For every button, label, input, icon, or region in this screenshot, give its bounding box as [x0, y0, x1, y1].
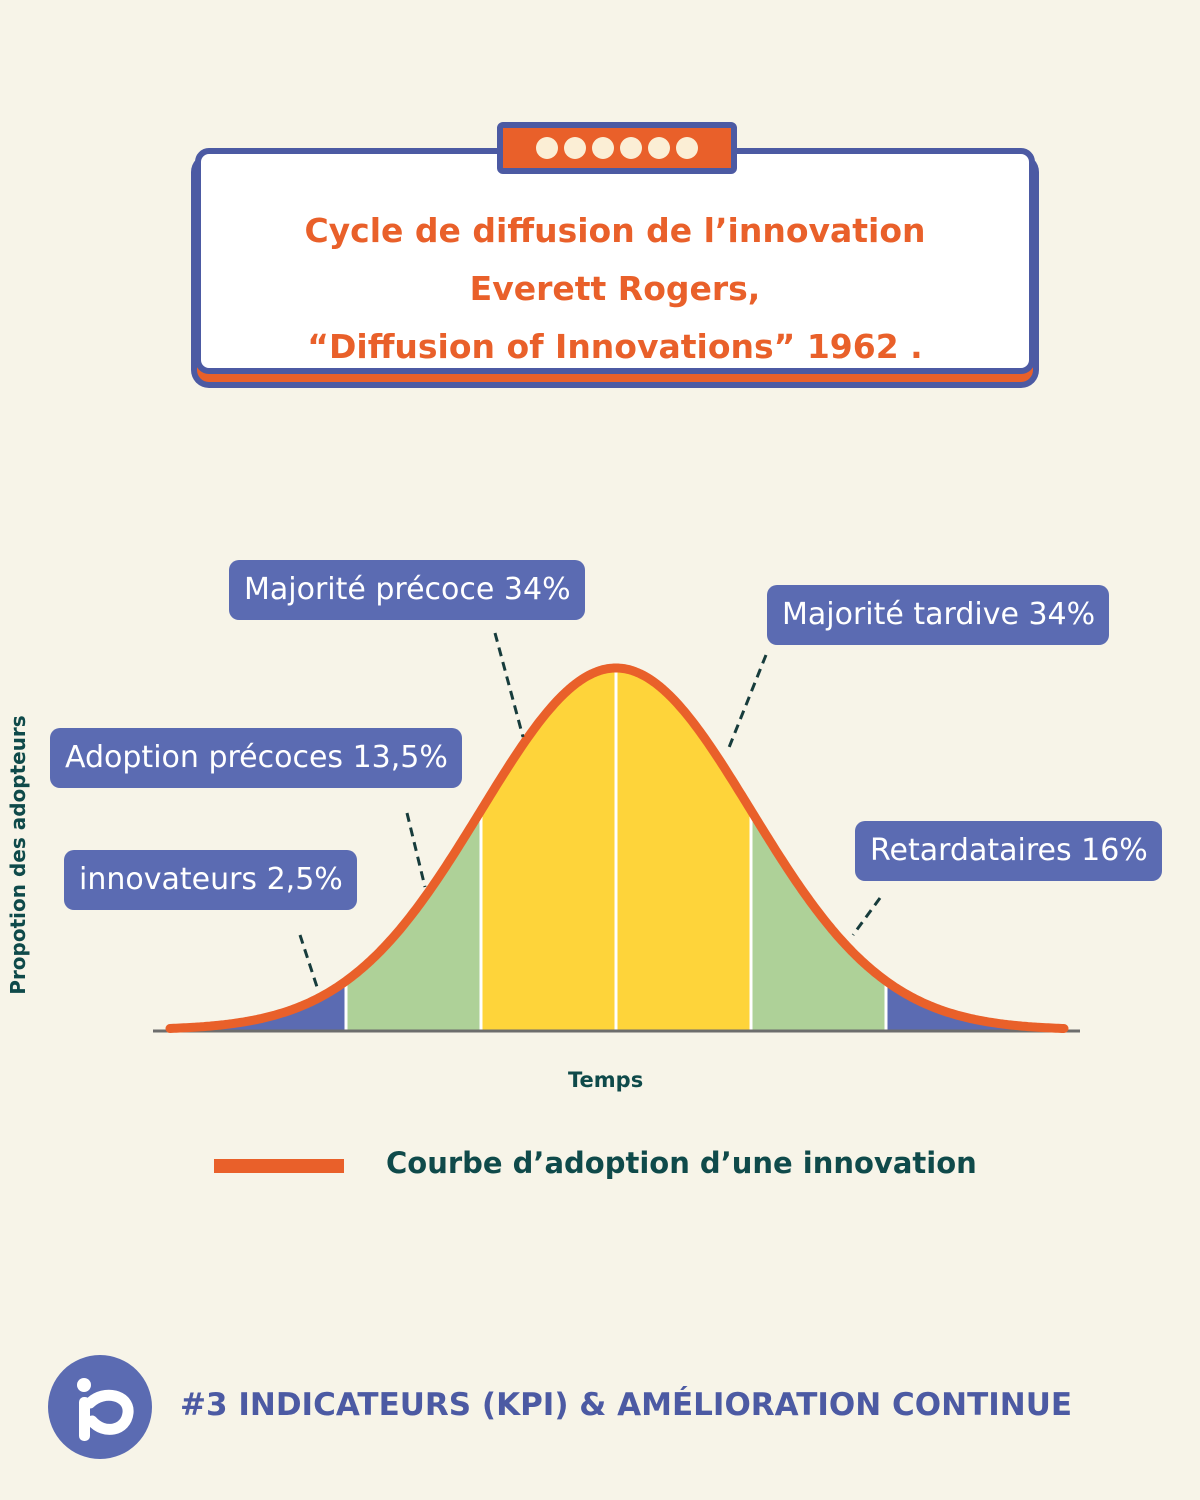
y-axis-label: Propotion des adopteurs [6, 715, 30, 995]
curve-segment-5 [886, 981, 1020, 1030]
label-innovators: innovateurs 2,5% [64, 850, 357, 910]
title-line-1: Cycle de diffusion de l’innovation [304, 211, 926, 250]
dot-icon [676, 137, 698, 159]
dot-icon [592, 137, 614, 159]
legend-label: Courbe d’adoption d’une innovation [386, 1146, 977, 1180]
adoption-curve-line [165, 663, 1069, 1033]
title-card: Cycle de diffusion de l’innovation Evere… [195, 148, 1035, 374]
curve-segment-2 [481, 668, 616, 1030]
dot-icon [564, 137, 586, 159]
leader-line-3 [726, 654, 768, 751]
leader-line-1 [405, 812, 427, 888]
x-axis-label: Temps [568, 1068, 644, 1092]
footer-title: #3 INDICATEURS (KPI) & AMÉLIORATION CONT… [180, 1387, 1073, 1423]
label-early-adopters: Adoption précoces 13,5% [50, 728, 462, 788]
curve-segment-3 [616, 668, 751, 1030]
label-laggards: Retardataires 16% [855, 821, 1162, 881]
leader-line-2 [493, 632, 525, 738]
dot-icon [620, 137, 642, 159]
ip-logo-icon [48, 1355, 152, 1459]
dot-icon [648, 137, 670, 159]
title-line-3: “Diffusion of Innovations” 1962 . [307, 327, 923, 366]
label-late-majority: Majorité tardive 34% [767, 585, 1110, 645]
leader-line-4 [851, 897, 882, 936]
leader-line-0 [298, 934, 320, 991]
title-tab-dots [497, 122, 737, 174]
curve-segment-0 [213, 981, 346, 1030]
label-early-majority: Majorité précoce 34% [229, 560, 585, 620]
legend-line-swatch [214, 1159, 344, 1173]
dot-icon [536, 137, 558, 159]
title-line-2: Everett Rogers, [469, 269, 761, 308]
